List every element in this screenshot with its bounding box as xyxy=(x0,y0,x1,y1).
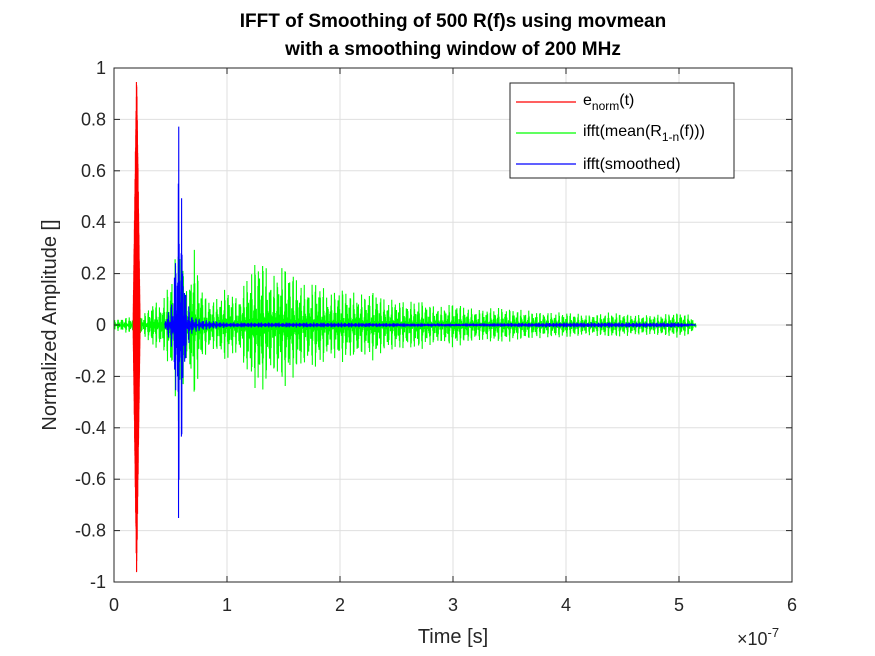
series-ifft-smoothed xyxy=(164,126,697,518)
y-tick-label: 0.8 xyxy=(81,109,106,129)
x-exponent-power: -7 xyxy=(768,625,780,640)
legend-label-enorm: enorm(t) xyxy=(583,92,634,113)
y-tick-labels: -1 -0.8 -0.6 -0.4 -0.2 0 0.2 0.4 0.6 0.8 1 xyxy=(75,58,106,592)
x-tick-labels: 0 1 2 3 4 5 6 xyxy=(109,595,797,615)
chart-title-line1: IFFT of Smoothing of 500 R(f)s using mov… xyxy=(240,11,666,32)
y-tick-label: 1 xyxy=(96,58,106,78)
x-tick-label: 3 xyxy=(448,595,458,615)
chart-title-line2: with a smoothing window of 200 MHz xyxy=(284,39,621,60)
y-tick-label: -0.8 xyxy=(75,521,106,541)
legend-item-ifft-mean: ifft(mean(R1-n(f))) xyxy=(516,123,705,144)
series-layer xyxy=(113,82,697,573)
y-tick-label: 0 xyxy=(96,315,106,335)
x-exponent-base: ×10 xyxy=(737,629,768,649)
legend-item-enorm: enorm(t) xyxy=(516,92,634,113)
x-tick-label: 0 xyxy=(109,595,119,615)
x-tick-label: 1 xyxy=(222,595,232,615)
y-tick-label: -0.4 xyxy=(75,418,106,438)
legend: enorm(t) ifft(mean(R1-n(f))) ifft(smooth… xyxy=(509,82,735,179)
y-tick-label: 0.2 xyxy=(81,264,106,284)
series-enorm xyxy=(132,82,141,573)
y-axis-title: Normalized Amplitude [] xyxy=(39,219,61,430)
legend-label-ifft-smoothed: ifft(smoothed) xyxy=(583,156,681,173)
x-axis-exponent: ×10-7 xyxy=(737,625,779,649)
x-tick-label: 6 xyxy=(787,595,797,615)
y-tick-label: -0.2 xyxy=(75,366,106,386)
y-tick-label: -1 xyxy=(90,572,106,592)
y-tick-label: 0.6 xyxy=(81,161,106,181)
legend-box xyxy=(509,82,735,179)
tick-marks xyxy=(113,67,793,583)
legend-label-ifft-mean: ifft(mean(R1-n(f))) xyxy=(583,123,705,144)
x-tick-label: 2 xyxy=(335,595,345,615)
y-tick-label: -0.6 xyxy=(75,469,106,489)
x-axis-title: Time [s] xyxy=(418,626,488,648)
y-tick-label: 0.4 xyxy=(81,212,106,232)
legend-item-ifft-smoothed: ifft(smoothed) xyxy=(516,156,681,173)
x-tick-label: 5 xyxy=(674,595,684,615)
x-tick-label: 4 xyxy=(561,595,571,615)
